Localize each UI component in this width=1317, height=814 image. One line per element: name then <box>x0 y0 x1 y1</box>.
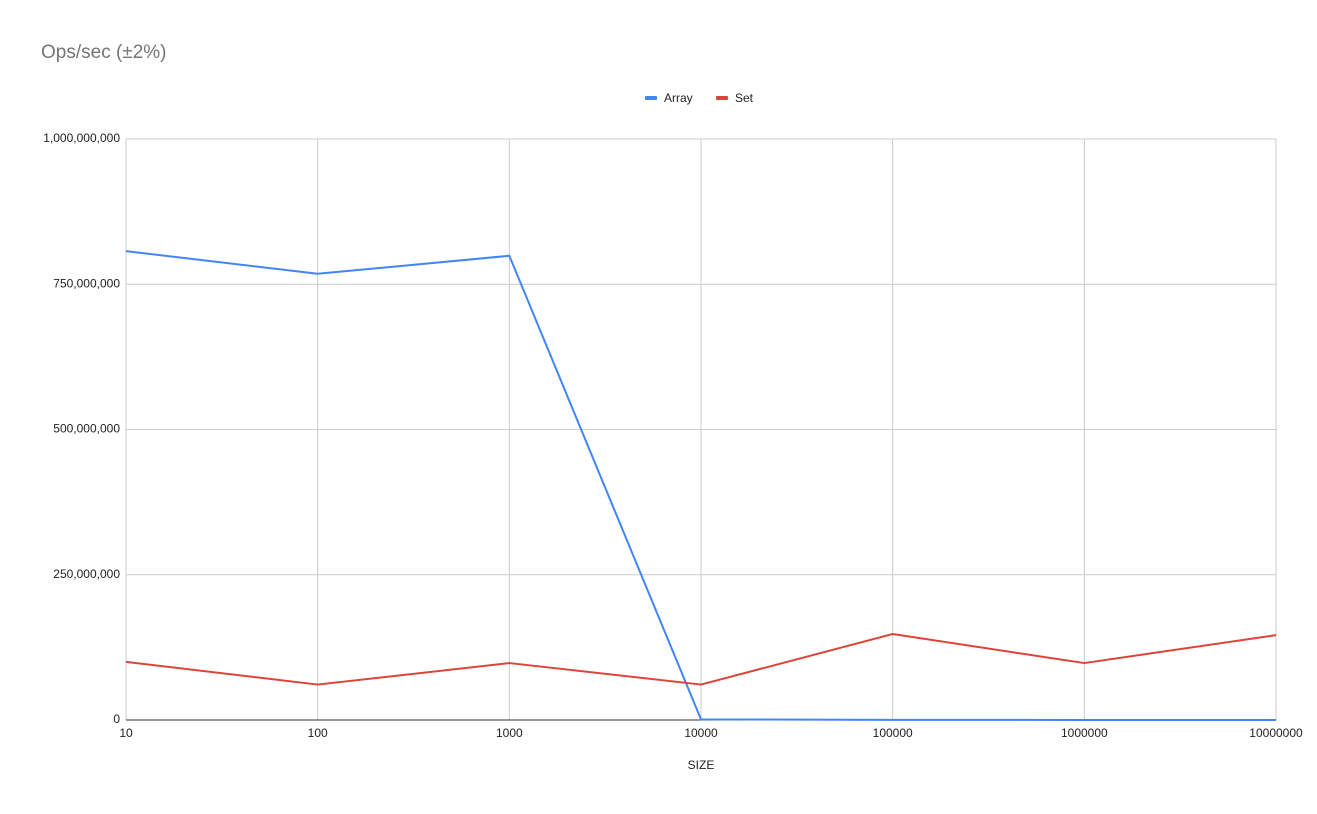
x-tick-label: 100 <box>308 726 328 740</box>
y-tick-label: 500,000,000 <box>53 422 120 436</box>
legend-label: Set <box>735 91 754 105</box>
series-line <box>125 633 1277 686</box>
x-tick-label: 10000 <box>684 726 718 740</box>
y-tick-label: 250,000,000 <box>53 567 120 581</box>
legend-label: Array <box>664 91 693 105</box>
x-axis-label: SIZE <box>688 758 715 772</box>
x-tick-label: 1000000 <box>1061 726 1108 740</box>
x-tick-label: 100000 <box>873 726 913 740</box>
y-tick-label: 0 <box>113 712 120 726</box>
x-tick-label: 10 <box>119 726 133 740</box>
x-tick-label: 1000 <box>496 726 523 740</box>
legend-swatch <box>645 96 657 100</box>
chart-title: Ops/sec (±2%) <box>41 42 167 63</box>
x-tick-label: 10000000 <box>1249 726 1303 740</box>
y-tick-label: 1,000,000,000 <box>43 131 120 145</box>
series-line <box>125 250 1277 721</box>
legend-swatch <box>716 96 728 100</box>
y-tick-label: 750,000,000 <box>53 276 120 290</box>
